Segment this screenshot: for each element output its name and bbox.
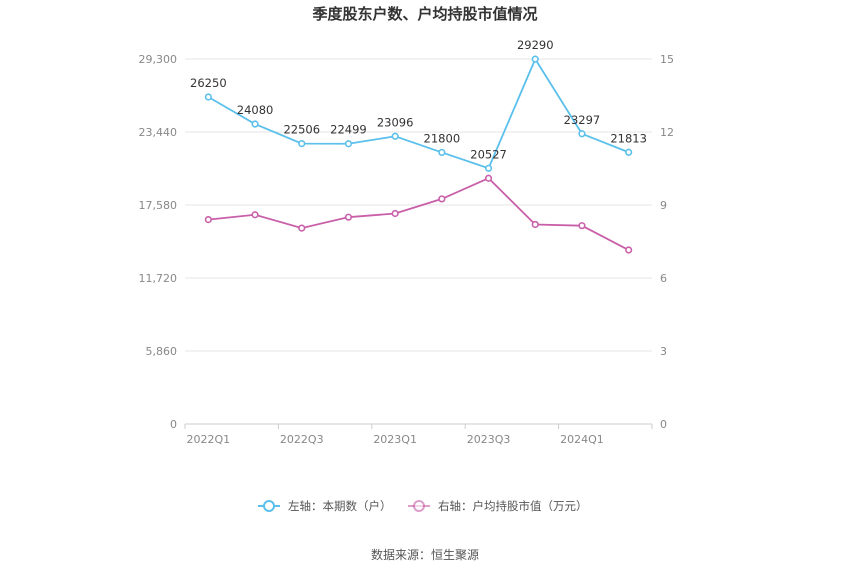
- y-right-tick-label: 12: [660, 126, 674, 139]
- data-label: 29290: [517, 38, 554, 52]
- data-point: [251, 120, 259, 128]
- data-point: [578, 222, 586, 230]
- data-label: 23096: [377, 115, 414, 129]
- data-label: 23297: [564, 113, 601, 127]
- data-point: [204, 216, 212, 224]
- series-line-1: [207, 57, 629, 170]
- x-tick-label: 2023Q3: [467, 433, 511, 446]
- legend-item-1[interactable]: 左轴：本期数（户）: [258, 499, 392, 513]
- chart-title: 季度股东户数、户均持股市值情况: [312, 5, 537, 23]
- data-point: [625, 148, 633, 156]
- source-note: 数据来源：恒生聚源: [371, 547, 479, 562]
- data-point: [204, 93, 212, 101]
- legend-item-2[interactable]: 右轴：户均持股市值（万元）: [408, 499, 588, 513]
- y-right-tick-label: 0: [660, 418, 667, 431]
- data-point: [531, 220, 539, 229]
- x-tick-label: 2024Q1: [560, 433, 604, 446]
- y-left-tick-label: 29,300: [139, 53, 178, 66]
- x-tick-label: 2022Q1: [187, 433, 231, 446]
- data-point: [298, 224, 306, 232]
- data-point: [484, 174, 493, 182]
- grid-lines: [185, 58, 652, 425]
- legend-label: 左轴：本期数（户）: [288, 499, 392, 513]
- data-point: [531, 55, 539, 63]
- data-point: [298, 140, 306, 148]
- y-right-tick-label: 3: [660, 345, 667, 358]
- y-left-tick-label: 17,580: [139, 199, 178, 212]
- data-label: 22506: [283, 123, 320, 137]
- data-point: [438, 148, 446, 157]
- data-label: 20527: [470, 147, 507, 161]
- data-point: [391, 132, 399, 140]
- legend-marker: [413, 500, 425, 512]
- data-point: [625, 246, 633, 254]
- legend[interactable]: 左轴：本期数（户） 右轴：户均持股市值（万元）: [258, 499, 588, 513]
- data-point: [344, 140, 353, 148]
- data-label: 24080: [237, 103, 274, 117]
- legend-marker: [263, 500, 275, 512]
- x-tick-label: 2023Q1: [373, 433, 417, 446]
- data-point: [251, 211, 259, 219]
- data-point: [391, 209, 399, 218]
- data-point: [438, 195, 446, 203]
- axes: 0 0 5,860 3 11,720 6 17,580 9 23,440 12 29,300 15 20…: [139, 53, 675, 446]
- y-right-tick-label: 15: [660, 53, 674, 66]
- data-label: 21813: [610, 131, 647, 145]
- data-label: 26250: [190, 76, 227, 90]
- y-right-tick-label: 9: [660, 199, 667, 212]
- legend-label: 右轴：户均持股市值（万元）: [438, 499, 588, 513]
- data-point: [578, 130, 586, 138]
- data-point: [344, 213, 353, 221]
- y-left-tick-label: 0: [170, 418, 177, 431]
- data-label: 22499: [330, 123, 367, 137]
- series-line-2: [208, 177, 630, 251]
- y-left-tick-label: 23,440: [139, 126, 178, 139]
- data-label: 21800: [424, 131, 461, 145]
- x-tick-label: 2022Q3: [280, 433, 324, 446]
- series-layer: 26250 24080 22506 22499 23096 21800 20527 29290…: [190, 38, 647, 254]
- y-right-tick-label: 6: [660, 272, 667, 285]
- y-left-tick-label: 5,860: [146, 345, 178, 358]
- data-point: [484, 164, 493, 172]
- y-left-tick-label: 11,720: [139, 272, 178, 285]
